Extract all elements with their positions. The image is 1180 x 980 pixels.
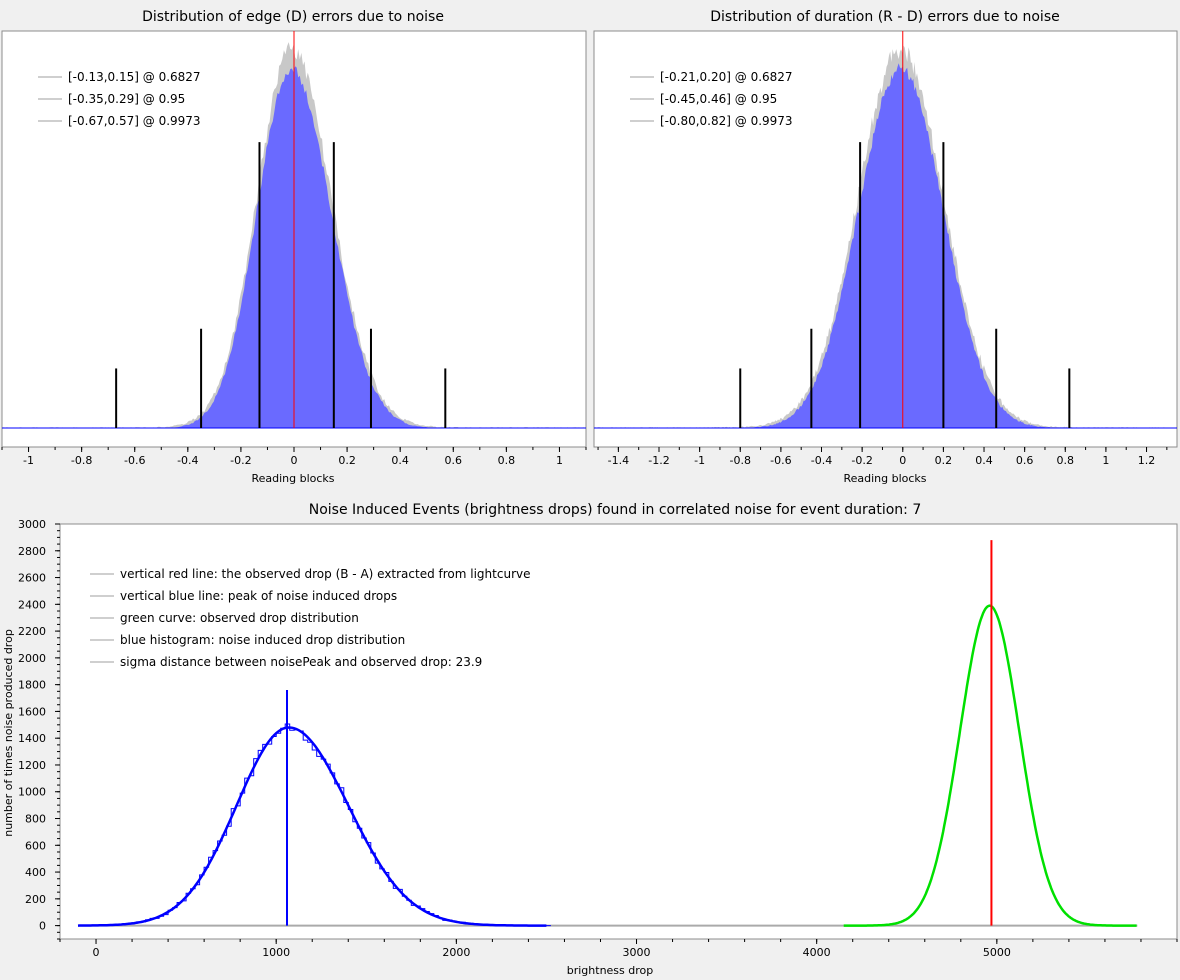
x-tick-label: 0.6: [445, 454, 463, 467]
edge-error-chart: Distribution of edge (D) errors due to n…: [1, 9, 587, 485]
duration-error-chart: Distribution of duration (R - D) errors …: [593, 9, 1178, 485]
legend-entry: vertical red line: the observed drop (B …: [120, 567, 530, 581]
legend-entry: green curve: observed drop distribution: [120, 611, 359, 625]
edge-chart-title: Distribution of edge (D) errors due to n…: [142, 9, 444, 25]
x-tick-label: -0.2: [851, 454, 872, 467]
duration-legend: [-0.21,0.20] @ 0.6827 [-0.45,0.46] @ 0.95…: [630, 70, 793, 128]
x-tick-label: -0.8: [730, 454, 751, 467]
y-tick-label: 1400: [18, 732, 46, 745]
y-tick-label: 200: [25, 893, 46, 906]
legend-entry: [-0.35,0.29] @ 0.95: [68, 92, 185, 106]
y-tick-label: 1800: [18, 679, 46, 692]
x-tick-label: -0.8: [71, 454, 92, 467]
edge-x-axis: -1 -0.8 -0.6 -0.4 -0.2 0 0.2 0.4 0.6 0.8 1: [1, 447, 587, 467]
edge-x-axis-label: Reading blocks: [251, 472, 334, 485]
y-tick-label: 800: [25, 813, 46, 826]
noise-events-y-axis: 0 200 400 600 800 1000 1200 1400 1600 1800 2000 220…: [18, 518, 60, 940]
duration-x-axis-label: Reading blocks: [843, 472, 926, 485]
edge-legend: [-0.13,0.15] @ 0.6827 [-0.35,0.29] @ 0.95…: [38, 70, 201, 128]
duration-x-axis: -1.4 -1.2 -1 -0.8 -0.6 -0.4 -0.2 0 0.2 0.4 0.6 0.8 1…: [597, 447, 1168, 467]
y-tick-label: 1600: [18, 705, 46, 718]
y-tick-label: 2000: [18, 652, 46, 665]
legend-entry: blue histogram: noise induced drop distr…: [120, 633, 405, 647]
x-tick-label: -0.6: [770, 454, 791, 467]
noise-events-plot-area: [59, 523, 1178, 940]
noise-events-chart: Noise Induced Events (brightness drops) …: [2, 502, 1178, 977]
x-tick-label: 5000: [983, 946, 1011, 959]
x-tick-label: 0: [291, 454, 298, 467]
x-tick-label: 3000: [623, 946, 651, 959]
x-tick-label: -0.2: [230, 454, 251, 467]
y-tick-label: 0: [39, 920, 46, 933]
noise-drop-histogram: [78, 723, 551, 927]
y-tick-label: 1200: [18, 759, 46, 772]
x-tick-label: -1.2: [648, 454, 669, 467]
duration-chart-title: Distribution of duration (R - D) errors …: [710, 9, 1059, 25]
x-tick-label: 0.2: [935, 454, 953, 467]
x-tick-label: 0: [899, 454, 906, 467]
x-tick-label: 4000: [803, 946, 831, 959]
x-tick-label: 0.4: [975, 454, 993, 467]
x-tick-label: 0.4: [391, 454, 409, 467]
x-tick-label: -0.4: [177, 454, 198, 467]
legend-entry: sigma distance between noisePeak and obs…: [120, 655, 482, 669]
x-tick-label: 0.8: [498, 454, 516, 467]
noise-events-y-axis-label: number of times noise produced drop: [2, 629, 15, 837]
legend-entry: [-0.21,0.20] @ 0.6827: [660, 70, 793, 84]
x-tick-label: 0.2: [338, 454, 356, 467]
edge-plot-marks: [2, 31, 586, 429]
noise-events-plot-marks: [77, 540, 1138, 927]
y-tick-label: 400: [25, 866, 46, 879]
x-tick-label: -1: [23, 454, 34, 467]
legend-entry: [-0.67,0.57] @ 0.9973: [68, 114, 201, 128]
legend-entry: [-0.13,0.15] @ 0.6827: [68, 70, 201, 84]
x-tick-label: 0.8: [1057, 454, 1075, 467]
x-tick-label: 1000: [262, 946, 290, 959]
y-tick-label: 2200: [18, 625, 46, 638]
error-histogram: [594, 63, 1177, 429]
noise-events-x-axis: 0 1000 2000 3000 4000 5000: [59, 939, 1178, 959]
y-tick-label: 1000: [18, 786, 46, 799]
y-tick-label: 600: [25, 839, 46, 852]
x-tick-label: 0.6: [1016, 454, 1034, 467]
noise-events-title: Noise Induced Events (brightness drops) …: [309, 502, 922, 518]
x-tick-label: -1: [694, 454, 705, 467]
x-tick-label: -0.4: [811, 454, 832, 467]
observed-drop-curve: [843, 604, 1137, 927]
y-tick-label: 2600: [18, 572, 46, 585]
legend-entry: vertical blue line: peak of noise induce…: [120, 589, 397, 603]
legend-entry: [-0.80,0.82] @ 0.9973: [660, 114, 793, 128]
duration-plot-marks: [594, 31, 1177, 429]
x-tick-label: -1.4: [608, 454, 629, 467]
x-tick-label: 1: [1102, 454, 1109, 467]
x-tick-label: 1.2: [1138, 454, 1156, 467]
y-tick-label: 2400: [18, 598, 46, 611]
x-tick-label: 0: [93, 946, 100, 959]
noise-events-x-axis-label: brightness drop: [567, 964, 654, 977]
y-tick-label: 3000: [18, 518, 46, 531]
y-tick-label: 2800: [18, 545, 46, 558]
noise-events-legend: vertical red line: the observed drop (B …: [90, 567, 530, 669]
x-tick-label: 2000: [442, 946, 470, 959]
x-tick-label: 1: [556, 454, 563, 467]
x-tick-label: -0.6: [124, 454, 145, 467]
legend-entry: [-0.45,0.46] @ 0.95: [660, 92, 777, 106]
